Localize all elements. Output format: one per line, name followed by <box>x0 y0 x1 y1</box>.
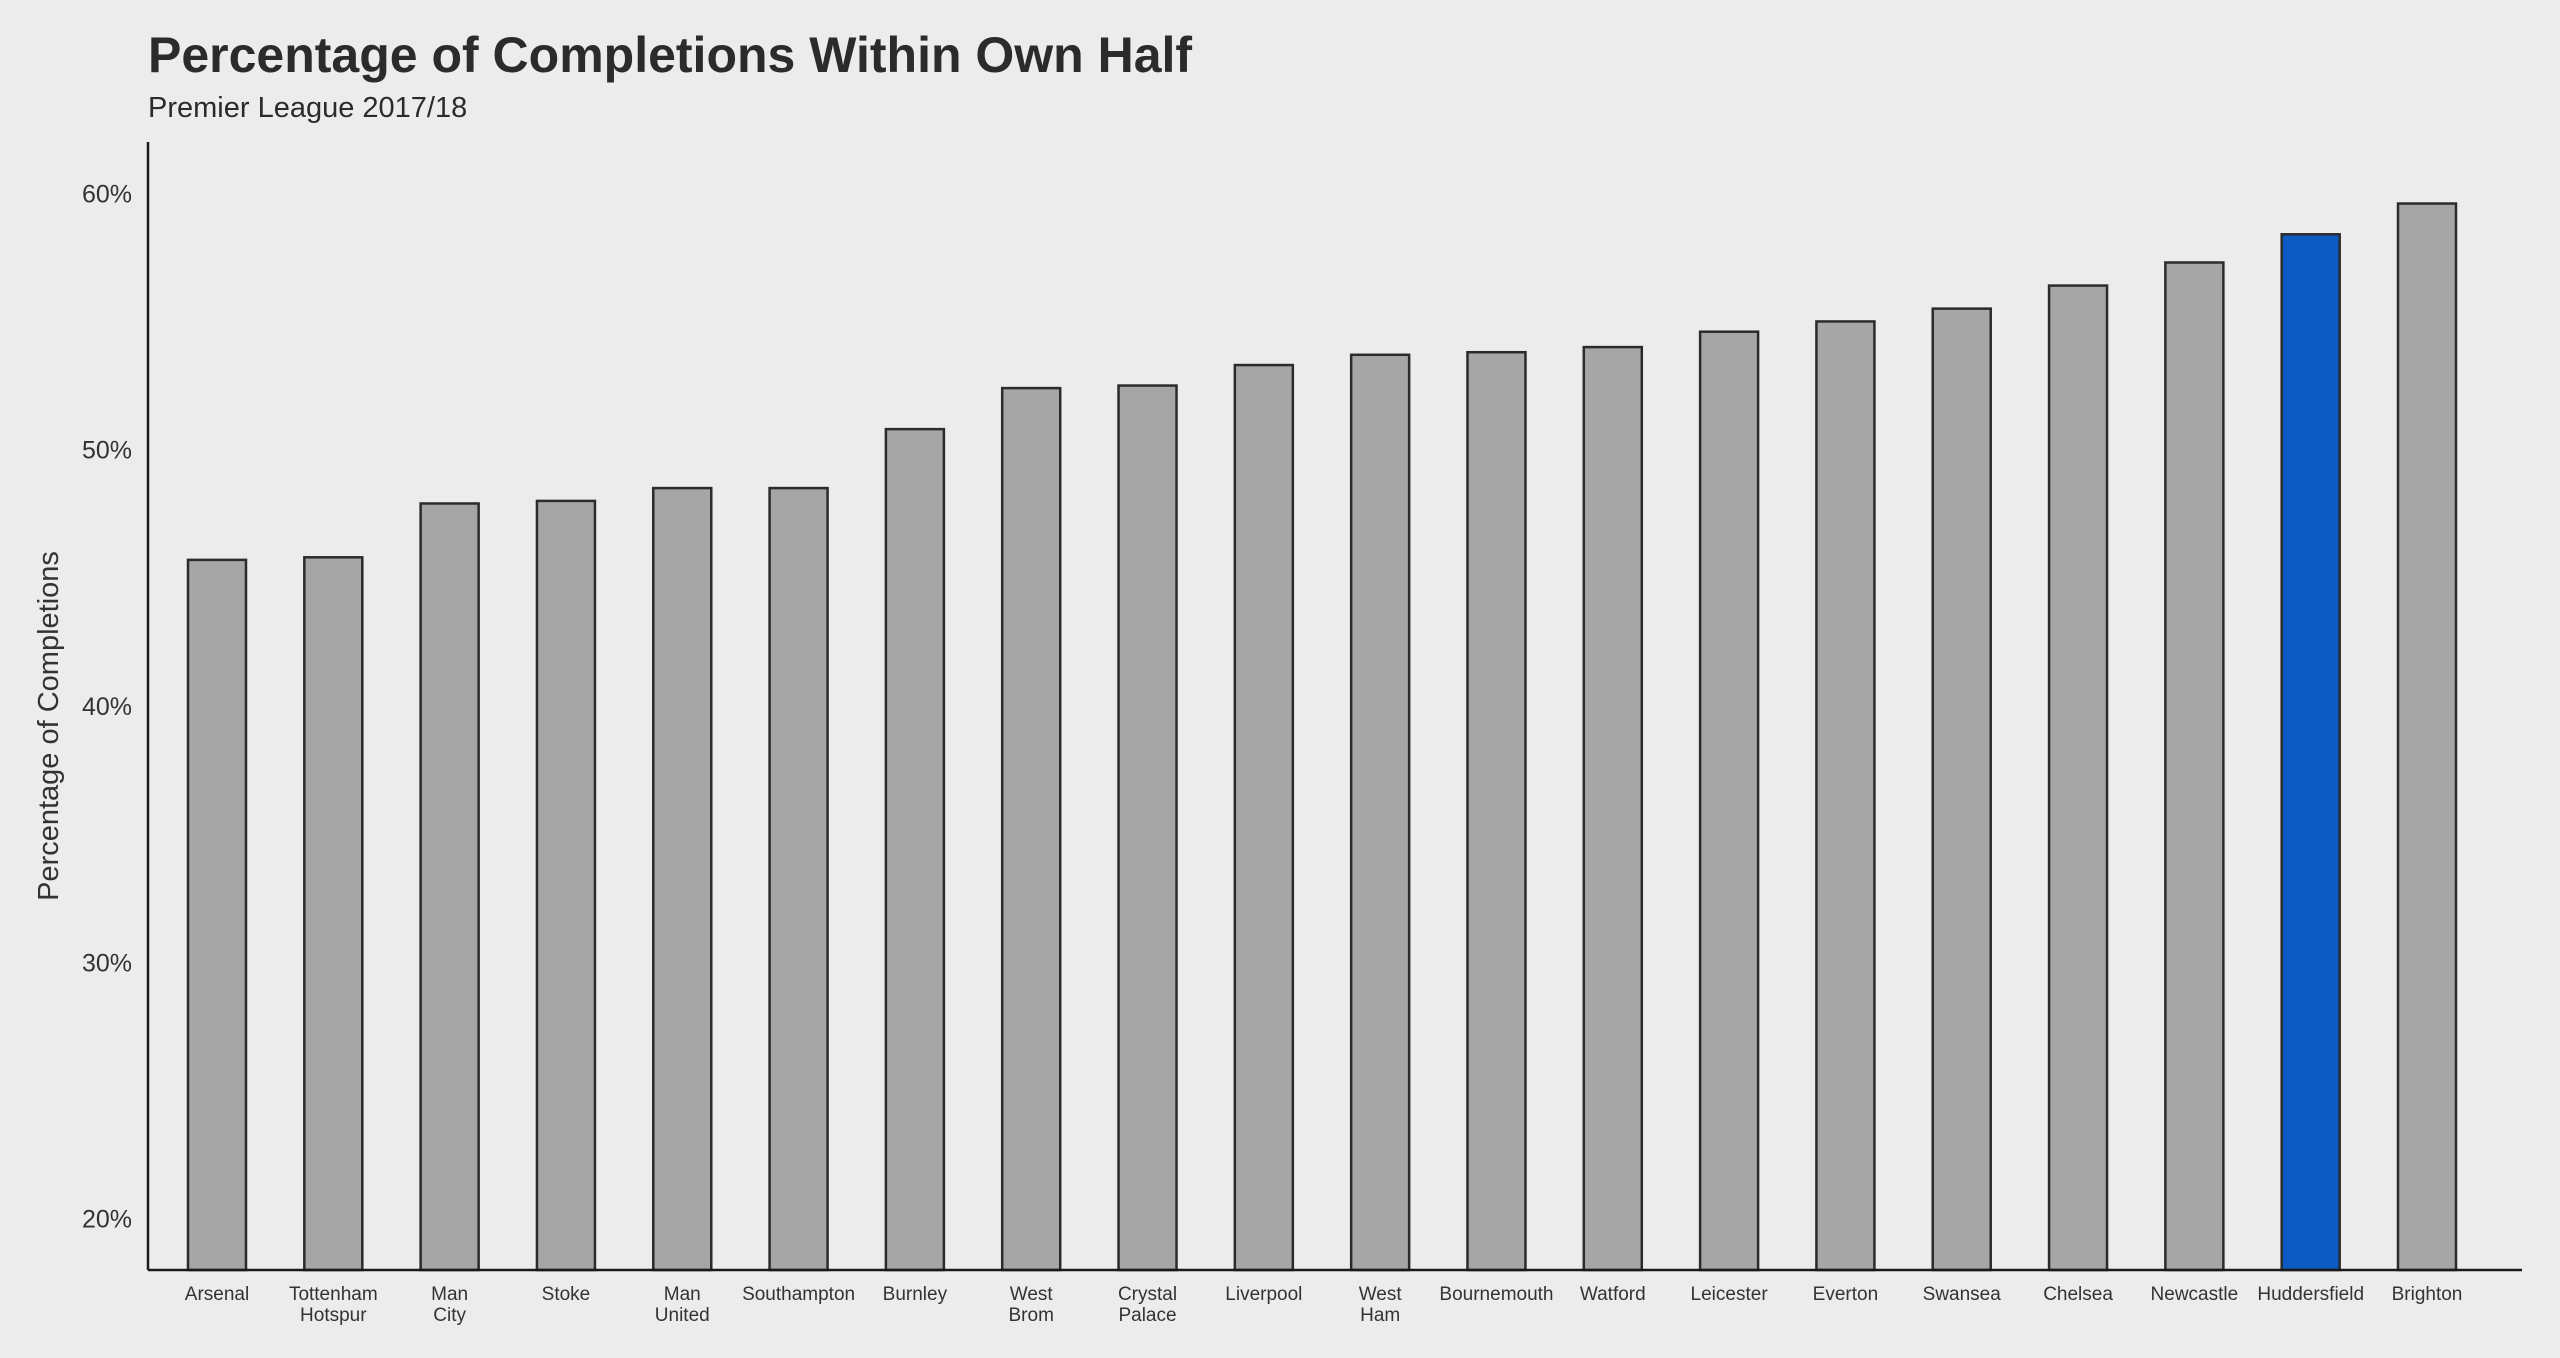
y-tick-label: 50% <box>82 437 132 465</box>
x-tick-label: Leicester <box>1691 1284 1769 1305</box>
bar <box>884 427 946 1272</box>
bar <box>652 486 713 1272</box>
bar <box>1815 320 1876 1272</box>
bar <box>1000 386 1062 1272</box>
y-tick-label: 30% <box>82 949 132 977</box>
bar-highlighted <box>2280 233 2341 1272</box>
x-tick-label: Man <box>664 1284 701 1305</box>
bar <box>768 486 829 1272</box>
x-tick-label: Ham <box>1360 1305 1400 1326</box>
x-tick-label: Southampton <box>742 1284 855 1305</box>
bar <box>2164 261 2225 1272</box>
x-tick-label: Chelsea <box>2043 1284 2113 1305</box>
x-tick-label: City <box>433 1305 466 1326</box>
x-tick-label: West <box>1010 1284 1054 1305</box>
bar <box>1698 330 1760 1272</box>
x-tick-label: Crystal <box>1118 1284 1177 1305</box>
y-axis-ticks: 20% 30% 40% 50% 60% <box>82 180 132 1233</box>
x-tick-label: Liverpool <box>1225 1284 1302 1305</box>
x-tick-label: Swansea <box>1923 1284 2002 1305</box>
bar <box>419 502 480 1272</box>
x-tick-label: Watford <box>1580 1284 1646 1305</box>
chart-subtitle: Premier League 2017/18 <box>148 92 468 124</box>
bar <box>2047 284 2109 1272</box>
x-tick-label: Stoke <box>542 1284 591 1305</box>
bar <box>303 556 364 1272</box>
bar <box>1233 363 1295 1272</box>
bar <box>1117 384 1178 1272</box>
x-tick-label: Palace <box>1118 1305 1176 1326</box>
x-tick-label: Man <box>431 1284 468 1305</box>
bar <box>1931 307 1992 1272</box>
bar <box>1349 353 1411 1272</box>
bars <box>186 202 2458 1272</box>
bar <box>1582 345 1644 1272</box>
y-tick-label: 20% <box>82 1206 132 1234</box>
x-tick-label: Newcastle <box>2151 1284 2239 1305</box>
y-tick-label: 40% <box>82 693 132 721</box>
x-tick-label: Bournemouth <box>1439 1284 1553 1305</box>
x-tick-label: Burnley <box>883 1284 948 1305</box>
chart-title: Percentage of Completions Within Own Hal… <box>148 27 1193 83</box>
x-tick-label: United <box>655 1305 710 1326</box>
x-tick-label: Brighton <box>2392 1284 2463 1305</box>
y-axis-label: Percentage of Completions <box>33 551 65 901</box>
x-tick-label: Everton <box>1813 1284 1878 1305</box>
x-tick-label: Arsenal <box>185 1284 249 1305</box>
x-tick-label: West <box>1359 1284 1403 1305</box>
x-tick-label: Hotspur <box>300 1305 367 1326</box>
x-tick-label: Huddersfield <box>2257 1284 2364 1305</box>
bar <box>1466 350 1527 1272</box>
x-tick-label: Tottenham <box>289 1284 378 1305</box>
y-tick-label: 60% <box>82 180 132 208</box>
x-tick-label: Brom <box>1009 1305 1054 1326</box>
bar <box>186 558 248 1272</box>
bar <box>2396 202 2458 1272</box>
bar <box>535 499 597 1272</box>
